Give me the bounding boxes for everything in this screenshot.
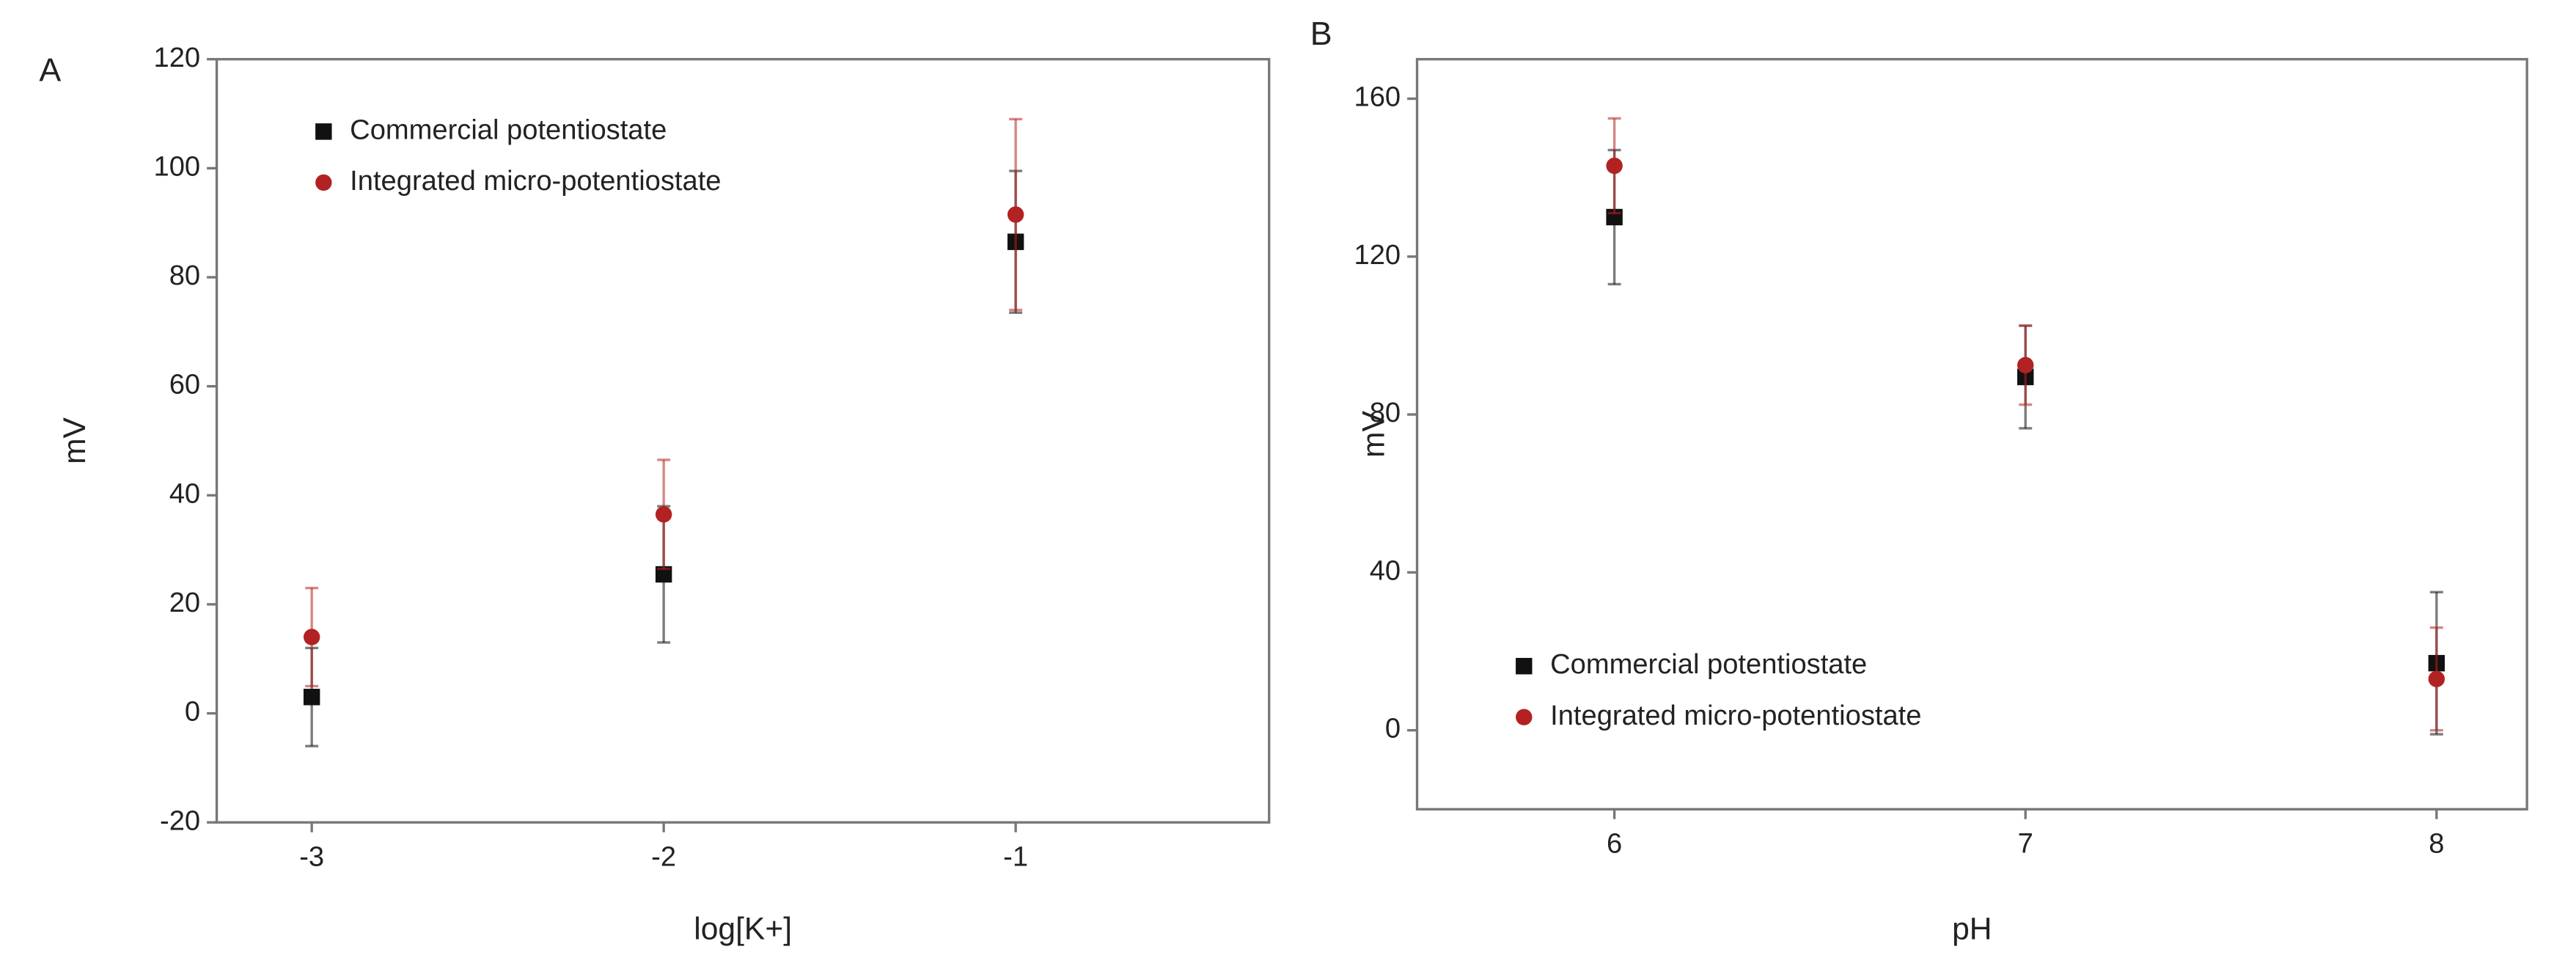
y-axis-title: mV	[1357, 410, 1392, 457]
legend-label: Integrated micro-potentiostate	[1550, 700, 1921, 731]
y-tick-label: 0	[185, 696, 200, 728]
point	[303, 689, 320, 706]
y-tick-label: -20	[160, 805, 200, 836]
point	[2017, 356, 2034, 374]
x-axis-title: log[K+]	[694, 911, 792, 946]
x-tick-label: -1	[1003, 841, 1028, 873]
point	[1007, 206, 1024, 223]
legend-marker	[315, 123, 332, 140]
y-tick-label: 120	[154, 42, 201, 73]
legend-marker	[1516, 657, 1533, 675]
x-tick-label: 7	[2018, 828, 2033, 860]
y-tick-label: 40	[1370, 555, 1401, 586]
x-tick-label: 8	[2429, 828, 2444, 860]
legend-marker	[315, 174, 332, 191]
y-tick-label: 20	[169, 587, 200, 618]
y-tick-label: 80	[1370, 397, 1401, 428]
legend-label: Commercial potentiostate	[1550, 648, 1867, 680]
panel-label: A	[39, 51, 61, 89]
legend-label: Integrated micro-potentiostate	[350, 165, 721, 197]
x-tick-label: 6	[1607, 828, 1622, 860]
legend-marker	[1516, 709, 1533, 725]
plot-frame	[215, 58, 1271, 824]
y-tick-label: 120	[1354, 239, 1401, 271]
y-axis-title: mV	[57, 417, 92, 464]
point	[303, 629, 320, 645]
y-tick-label: 160	[1354, 81, 1401, 113]
point	[655, 506, 672, 523]
y-tick-label: 60	[169, 369, 200, 400]
x-tick-label: -2	[651, 841, 676, 873]
x-axis-title: pH	[1952, 911, 1992, 946]
x-tick-label: -3	[299, 841, 324, 873]
y-tick-label: 40	[169, 477, 200, 509]
panel-label: B	[1310, 15, 1332, 52]
legend-label: Commercial potentiostate	[350, 114, 667, 145]
y-tick-label: 100	[154, 150, 201, 182]
point	[2428, 670, 2445, 687]
y-tick-label: 0	[1385, 713, 1401, 744]
y-tick-label: 80	[169, 260, 200, 291]
plot-frame	[1415, 58, 2528, 810]
point	[655, 566, 672, 583]
point	[1606, 157, 1623, 175]
